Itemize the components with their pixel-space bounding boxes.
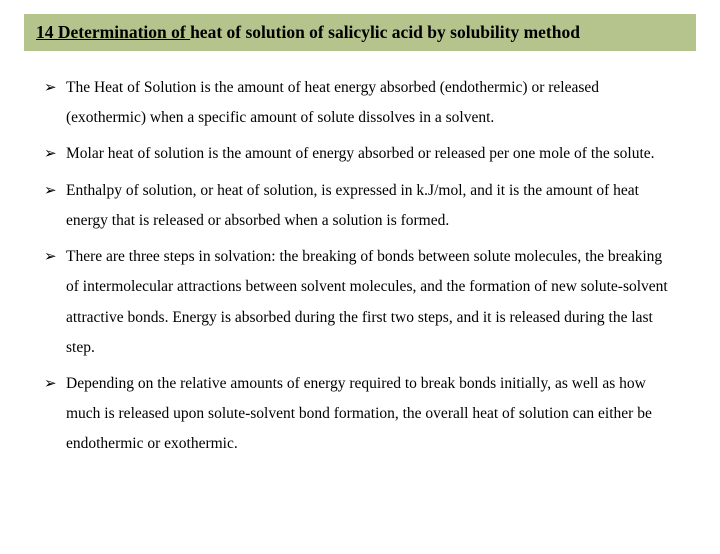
bullet-text: The Heat of Solution is the amount of he… <box>66 73 676 133</box>
bullet-text: Enthalpy of solution, or heat of solutio… <box>66 176 676 236</box>
bullet-text: Molar heat of solution is the amount of … <box>66 139 676 169</box>
bullet-icon: ➢ <box>44 73 66 103</box>
bullet-text: Depending on the relative amounts of ene… <box>66 369 676 460</box>
list-item: ➢ Molar heat of solution is the amount o… <box>44 139 676 169</box>
bullet-icon: ➢ <box>44 176 66 206</box>
bullet-icon: ➢ <box>44 369 66 399</box>
list-item: ➢ Enthalpy of solution, or heat of solut… <box>44 176 676 236</box>
title-rest: heat of solution of salicylic acid by so… <box>190 22 580 42</box>
bullet-list: ➢ The Heat of Solution is the amount of … <box>0 51 720 460</box>
bullet-icon: ➢ <box>44 242 66 272</box>
slide-title-bar: 14 Determination of heat of solution of … <box>24 14 696 51</box>
list-item: ➢ The Heat of Solution is the amount of … <box>44 73 676 133</box>
list-item: ➢ There are three steps in solvation: th… <box>44 242 676 363</box>
title-prefix: 14 Determination of <box>36 22 190 42</box>
bullet-text: There are three steps in solvation: the … <box>66 242 676 363</box>
bullet-icon: ➢ <box>44 139 66 169</box>
list-item: ➢ Depending on the relative amounts of e… <box>44 369 676 460</box>
